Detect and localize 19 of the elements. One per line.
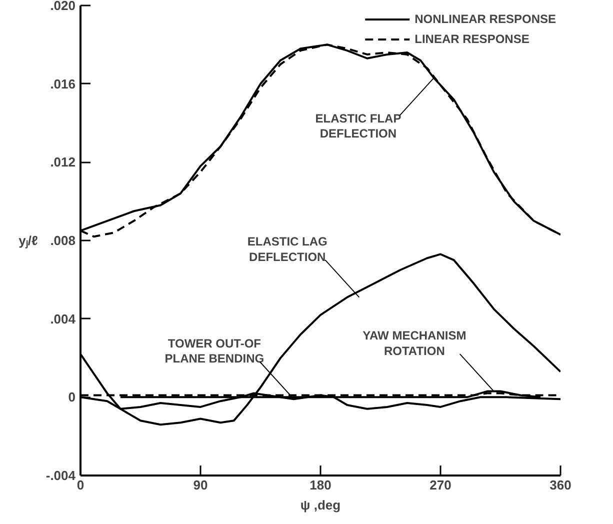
x-tick-label: 360 [550,478,572,492]
annotation: ELASTIC FLAP DEFLECTION [315,111,402,141]
x-tick-label: 90 [193,478,208,492]
y-tick-label: .016 [50,76,76,92]
y-tick-label: .020 [50,0,76,13]
annotation: YAW MECHANISM ROTATION [362,328,466,358]
annotation: TOWER OUT-OF PLANE BENDING [164,336,264,366]
annotation: ELASTIC LAG DEFLECTION [247,234,328,264]
y-tick-label: -.004 [46,468,76,483]
y-tick-label: .004 [50,311,76,326]
y-tick-label: 0 [68,390,76,405]
x-tick-label: 180 [310,478,332,492]
x-tick-label: 270 [430,478,452,492]
legend-label: LINEAR RESPONSE [414,32,530,46]
legend-label: NONLINEAR RESPONSE [414,12,556,26]
y-axis-title: yⱼ/ℓ [18,233,38,249]
x-axis-title: ψ ,deg [300,498,341,512]
y-tick-label: .012 [50,154,76,170]
y-tick-label: .008 [50,233,76,248]
